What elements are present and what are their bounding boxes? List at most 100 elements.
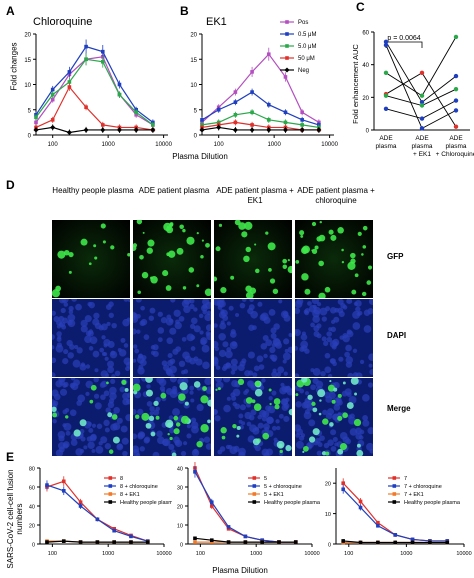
nucleus <box>217 449 223 455</box>
nucleus <box>114 370 121 377</box>
x-tick-label: 10000 <box>155 142 172 148</box>
legend-label: 5 <box>264 476 267 482</box>
gfp-cell <box>196 440 203 448</box>
nucleus <box>150 345 156 350</box>
category-label: ADE <box>415 135 429 142</box>
nucleus <box>346 299 353 305</box>
nucleus <box>116 443 124 451</box>
legend-marker <box>392 484 397 488</box>
gfp-cell <box>188 267 195 273</box>
y-tick-label: 20 <box>362 96 369 102</box>
data-point <box>383 106 389 111</box>
gfp-cell <box>196 284 200 288</box>
legend-label: 5.0 μM <box>298 44 316 50</box>
nucleus <box>172 348 179 355</box>
gfp-cell <box>342 412 348 419</box>
data-point <box>341 487 345 492</box>
nucleus <box>167 353 173 359</box>
micrograph-gfp <box>133 220 211 298</box>
gfp-cell <box>267 242 276 251</box>
data-point <box>84 57 88 62</box>
nucleus <box>348 395 357 404</box>
nucleus <box>303 411 312 420</box>
nucleus <box>338 310 345 318</box>
nucleus <box>321 316 328 322</box>
nucleus <box>231 379 239 388</box>
nucleus <box>273 323 280 330</box>
nucleus <box>232 401 238 407</box>
gfp-cell <box>168 222 174 228</box>
y-tick-label: 0 <box>32 543 35 549</box>
nucleus <box>345 344 352 352</box>
nucleus <box>133 408 137 416</box>
nucleus <box>287 346 292 354</box>
data-point <box>358 505 363 510</box>
nucleus <box>91 423 97 428</box>
nucleus <box>108 312 114 318</box>
data-point <box>283 120 288 125</box>
data-point <box>445 540 450 545</box>
nucleus <box>223 363 229 370</box>
gfp-cell <box>287 259 290 262</box>
nucleus <box>312 304 317 309</box>
nucleus <box>107 366 115 374</box>
nucleus <box>146 401 153 407</box>
gfp-cell <box>245 291 254 298</box>
nucleus <box>139 446 145 452</box>
nucleus <box>352 310 361 319</box>
gfp-cell <box>255 268 260 274</box>
data-point <box>226 527 231 531</box>
nucleus <box>362 415 369 421</box>
nucleus <box>250 384 256 389</box>
nucleus <box>338 356 344 362</box>
nucleus <box>180 450 187 456</box>
gfp-cell <box>237 378 245 386</box>
nucleus <box>167 359 174 367</box>
gfp-cell <box>328 229 334 235</box>
gfp-cell <box>253 403 262 411</box>
nucleus <box>146 384 151 389</box>
nucleus <box>312 368 321 376</box>
nucleus <box>271 343 277 348</box>
nucleus <box>229 446 238 455</box>
nucleus <box>369 368 373 376</box>
data-point <box>100 123 105 127</box>
nucleus <box>268 309 276 316</box>
gfp-cell <box>243 255 250 263</box>
nucleus <box>226 396 231 401</box>
micrograph-dapi <box>214 299 292 377</box>
gfp-cell <box>254 243 257 246</box>
nucleus <box>182 351 190 360</box>
nucleus <box>122 450 128 456</box>
data-point <box>419 126 425 131</box>
gfp-cell <box>166 252 171 257</box>
nucleus <box>85 364 91 369</box>
gfp-cell <box>341 260 345 264</box>
data-point <box>233 113 238 117</box>
data-point <box>226 540 231 544</box>
x-tick-label: 100 <box>214 142 225 148</box>
gfp-cell <box>319 220 322 224</box>
nucleus <box>262 334 269 342</box>
gfp-cell <box>318 260 324 267</box>
series-line <box>201 111 319 129</box>
category-label: ADE <box>449 135 463 142</box>
legend-label: 0.5 μM <box>298 32 316 38</box>
nucleus <box>143 334 150 340</box>
nucleus <box>257 301 263 307</box>
gfp-cell <box>133 245 137 251</box>
nucleus <box>136 329 141 334</box>
nucleus <box>133 344 138 349</box>
gfp-cell <box>329 380 332 383</box>
nucleus <box>250 409 257 416</box>
data-point <box>95 540 100 544</box>
nucleus <box>93 312 100 319</box>
gfp-cell <box>52 406 57 413</box>
gfp-cell <box>282 264 288 270</box>
nucleus <box>283 415 290 423</box>
data-point <box>453 124 459 129</box>
panel-letter-c: C <box>356 0 365 14</box>
legend-ab: Pos 0.5 μM 5.0 μM 50 μM Neg <box>280 20 316 74</box>
nucleus <box>169 378 177 383</box>
nucleus <box>311 299 320 305</box>
